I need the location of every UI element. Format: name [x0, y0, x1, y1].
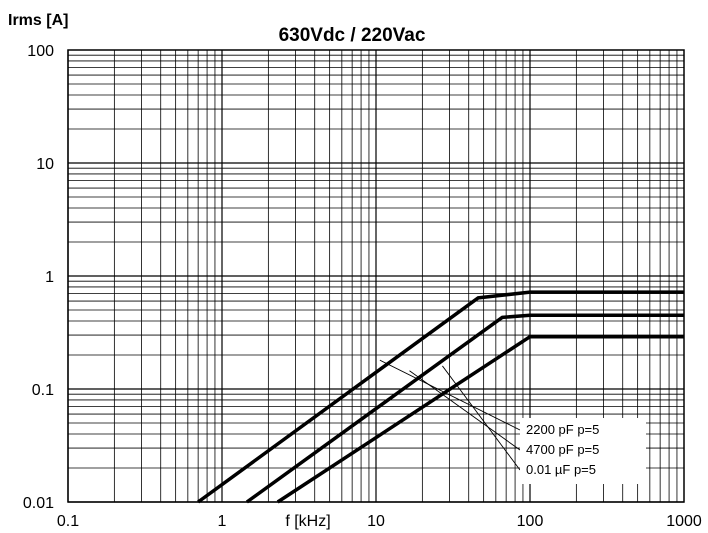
legend-label: 0.01 µF p=5 [526, 462, 596, 477]
x-tick-label: 1 [218, 513, 227, 530]
y-tick-label: 0.1 [32, 382, 54, 399]
series-line-3 [276, 334, 684, 504]
legend-background [520, 418, 646, 484]
y-tick-label: 10 [36, 156, 54, 173]
legend-leader-lines [379, 359, 521, 471]
legend-label: 4700 pF p=5 [526, 442, 599, 457]
y-tick-label: 0.01 [23, 495, 54, 512]
series-line-1 [197, 290, 684, 504]
chart-title: 630Vdc / 220Vac [279, 25, 426, 46]
leader-line [379, 359, 521, 431]
y-tick-label: 1 [45, 269, 54, 286]
x-tick-label: 1000 [666, 513, 702, 530]
series-line-2 [245, 313, 684, 504]
x-tick-label: 100 [517, 513, 544, 530]
plot-frame [67, 49, 685, 503]
leader-line [442, 365, 521, 471]
x-axis-label: f [kHz] [285, 513, 330, 530]
legend-box: 2200 pF p=5 4700 pF p=5 0.01 µF p=5 [520, 418, 646, 484]
series-lines [197, 290, 684, 504]
x-tick-label: 10 [367, 513, 385, 530]
y-tick-label: 100 [27, 43, 54, 60]
legend-label: 2200 pF p=5 [526, 422, 599, 437]
leader-line [409, 370, 521, 451]
y-axis-label: Irms [A] [8, 12, 68, 29]
x-tick-label: 0.1 [57, 513, 79, 530]
